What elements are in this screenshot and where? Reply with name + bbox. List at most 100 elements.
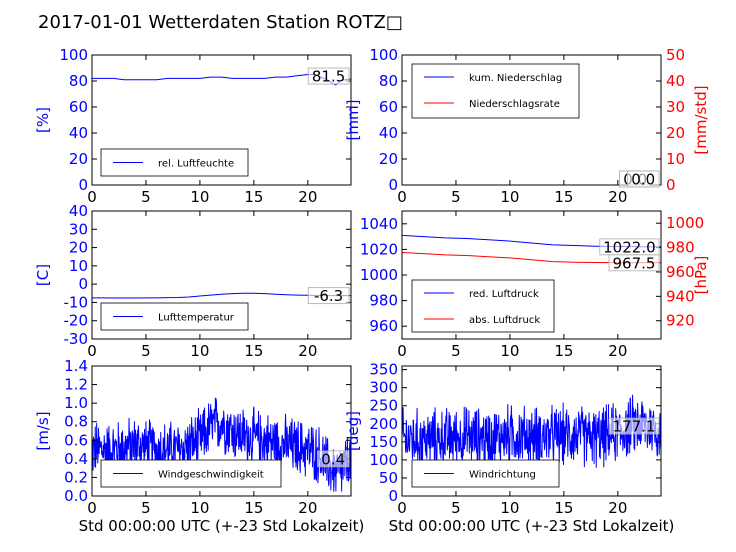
x-tick-label: 15 xyxy=(554,188,573,206)
y-tick-label: 250 xyxy=(369,397,398,415)
y-tick-label: 60 xyxy=(69,98,88,116)
y-tick-label: -10 xyxy=(64,293,89,311)
legend: rel. Luftfeuchte xyxy=(100,148,249,177)
y-tick-label: 20 xyxy=(69,150,88,168)
series-group xyxy=(92,397,351,492)
y-tick-label: 20 xyxy=(69,239,88,257)
x-tick-label: 10 xyxy=(190,188,209,206)
legend-label: Windgeschwindigkeit xyxy=(158,470,264,481)
plot-frame xyxy=(401,54,662,186)
y-axis-label: [C] xyxy=(34,264,52,286)
y-tick-label: -20 xyxy=(64,312,89,330)
y-axis-label: [mm] xyxy=(344,100,362,141)
y-tick-label: 20 xyxy=(379,150,398,168)
y-tick-label: 40 xyxy=(69,202,88,220)
y-tick-label: 1020 xyxy=(360,240,398,258)
legend-label: red. Luftdruck xyxy=(469,289,539,300)
x-tick-label: 5 xyxy=(141,342,151,360)
legend: kum. Niederschlag Niederschlagsrate xyxy=(411,63,580,119)
legend: Windrichtung xyxy=(411,459,560,488)
x-tick-label: 0 xyxy=(397,342,407,360)
y-tick-label: 0.8 xyxy=(64,413,88,431)
x-axis-label: Std 00:00:00 UTC (+-23 Std Lokalzeit) xyxy=(389,517,675,535)
y-tick-label: 80 xyxy=(379,72,398,90)
annotation-box xyxy=(627,170,660,188)
y2-tick-label: 940 xyxy=(666,287,695,305)
annotation-box xyxy=(316,450,350,468)
x-tick-label: 15 xyxy=(554,499,573,517)
x-tick-label: 10 xyxy=(190,499,209,517)
legend-label: abs. Luftdruck xyxy=(469,315,540,326)
x-tick-label: 15 xyxy=(554,342,573,360)
panel-windspeed: 0 5 10 15 200.00.20.40.60.81.01.21.4[m/s]Std… xyxy=(34,357,364,535)
y-tick-label: 980 xyxy=(369,292,398,310)
y2-tick-label: 50 xyxy=(666,46,685,64)
y2-tick-label: 980 xyxy=(666,239,695,257)
y2-axis-label: [hPa] xyxy=(692,256,710,295)
y-tick-label: 40 xyxy=(69,124,88,142)
annotation-value: 0.4 xyxy=(321,450,345,468)
x-tick-label: 20 xyxy=(298,188,317,206)
y-tick-label: 60 xyxy=(379,98,398,116)
legend-label: Windrichtung xyxy=(469,470,536,481)
y-tick-label: 350 xyxy=(369,361,398,379)
x-tick-label: 0 xyxy=(397,188,407,206)
legend-label: kum. Niederschlag xyxy=(469,73,562,84)
y-axis-label: [deg] xyxy=(344,411,362,451)
annotation-value: 177.1 xyxy=(613,418,656,436)
y2-tick-label: 30 xyxy=(666,98,685,116)
y2-tick-label: 1000 xyxy=(666,214,704,232)
y-tick-label: 40 xyxy=(379,124,398,142)
y-tick-label: 0 xyxy=(388,487,398,505)
legend-label: Niederschlagsrate xyxy=(469,99,560,110)
y-tick-label: 200 xyxy=(369,415,398,433)
x-tick-label: 10 xyxy=(500,188,519,206)
x-tick-label: 5 xyxy=(451,188,461,206)
panel-temperature: 0 5 10 15 20-30-20-10010203040[C]Lufttempera… xyxy=(34,202,352,360)
y2-tick-label: 0 xyxy=(666,176,676,194)
x-tick-label: 0 xyxy=(87,188,97,206)
y-tick-label: 50 xyxy=(379,469,398,487)
annotation-value: 0.0 xyxy=(631,171,655,189)
annotation-value: -6.3 xyxy=(314,287,343,305)
y2-tick-label: 10 xyxy=(666,150,685,168)
x-tick-label: 20 xyxy=(608,188,627,206)
legend-label: Lufttemperatur xyxy=(158,313,235,324)
legend-frame xyxy=(411,63,580,119)
x-tick-label: 0 xyxy=(397,499,407,517)
plot-frame xyxy=(401,365,662,497)
y2-tick-label: 920 xyxy=(666,312,695,330)
series-group xyxy=(402,394,661,470)
x-tick-label: 15 xyxy=(244,499,263,517)
plot-frame xyxy=(91,365,352,497)
x-tick-label: 20 xyxy=(298,342,317,360)
plot-frame xyxy=(91,210,352,340)
series-line-1 xyxy=(92,397,351,492)
y-tick-label: 1000 xyxy=(360,266,398,284)
x-tick-label: 20 xyxy=(608,499,627,517)
y-tick-label: 0.6 xyxy=(64,431,88,449)
y-tick-label: 1.4 xyxy=(64,357,88,375)
annotation-value: 1022.0 xyxy=(603,238,656,256)
annotation-value: 81.5 xyxy=(312,68,345,86)
legend: red. Luftdruck abs. Luftdruck xyxy=(411,279,555,333)
x-tick-label: 10 xyxy=(500,342,519,360)
x-axis-label: Std 00:00:00 UTC (+-23 Std Lokalzeit) xyxy=(79,517,365,535)
series-line-1 xyxy=(402,394,661,470)
y-tick-label: 150 xyxy=(369,433,398,451)
panel-pressure: 0 5 10 15 20 960 980 1000 1020 1040 920 940 960 980 10… xyxy=(360,210,710,360)
annotation-box xyxy=(307,67,350,85)
figure-title: 2017-01-01 Wetterdaten Station ROTZ□ xyxy=(38,12,403,33)
annotation-box xyxy=(608,417,660,435)
x-tick-label: 5 xyxy=(451,342,461,360)
x-tick-label: 15 xyxy=(244,188,263,206)
y2-tick-label: 960 xyxy=(666,263,695,281)
legend: Windgeschwindigkeit xyxy=(100,459,282,488)
y-tick-label: 100 xyxy=(369,451,398,469)
x-tick-label: 10 xyxy=(500,499,519,517)
y-axis-label: [m/s] xyxy=(34,411,52,450)
legend-label: rel. Luftfeuchte xyxy=(158,159,234,170)
y2-tick-label: 40 xyxy=(666,72,685,90)
